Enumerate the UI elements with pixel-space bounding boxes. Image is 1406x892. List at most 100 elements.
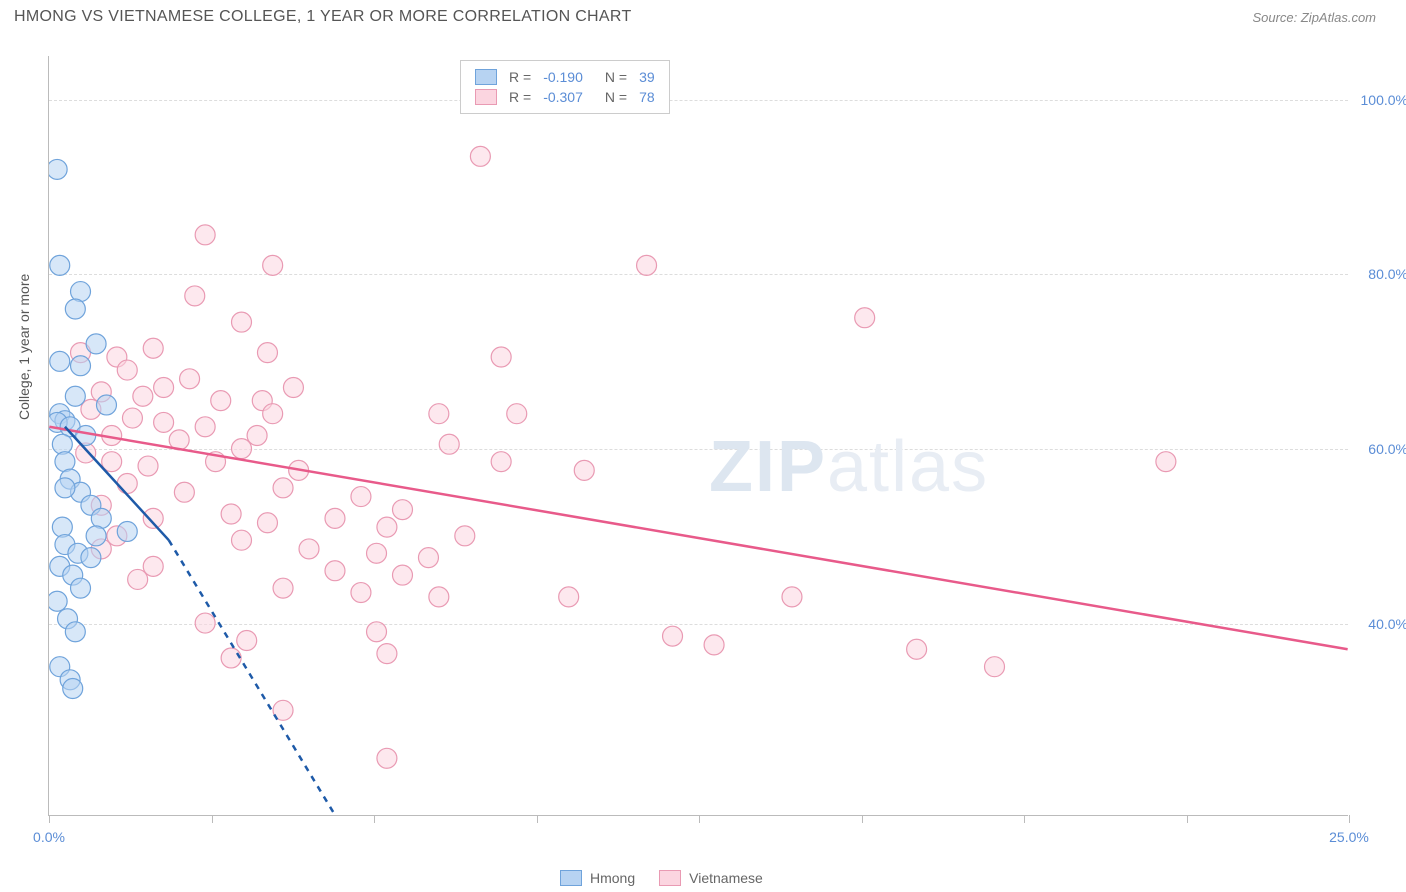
data-point bbox=[71, 578, 91, 598]
data-point bbox=[143, 338, 163, 358]
data-point bbox=[55, 452, 75, 472]
data-point bbox=[263, 404, 283, 424]
data-point bbox=[221, 648, 241, 668]
data-point bbox=[263, 255, 283, 275]
vietnamese-swatch bbox=[475, 89, 497, 105]
scatter-svg bbox=[49, 56, 1348, 815]
data-point bbox=[221, 504, 241, 524]
data-point bbox=[351, 583, 371, 603]
data-point bbox=[455, 526, 475, 546]
x-tick bbox=[212, 815, 213, 823]
data-point bbox=[86, 526, 106, 546]
y-tick-label: 60.0% bbox=[1368, 441, 1406, 457]
data-point bbox=[143, 508, 163, 528]
data-point bbox=[273, 478, 293, 498]
y-tick-label: 40.0% bbox=[1368, 616, 1406, 632]
series-legend: Hmong Vietnamese bbox=[560, 870, 763, 886]
hmong-swatch-bottom bbox=[560, 870, 582, 886]
data-point bbox=[128, 569, 148, 589]
hmong-label: Hmong bbox=[590, 870, 635, 886]
data-point bbox=[247, 426, 267, 446]
data-point bbox=[559, 587, 579, 607]
hmong-swatch bbox=[475, 69, 497, 85]
data-point bbox=[377, 644, 397, 664]
data-point bbox=[71, 282, 91, 302]
data-point bbox=[491, 452, 511, 472]
y-axis-title: College, 1 year or more bbox=[16, 274, 32, 420]
x-tick bbox=[537, 815, 538, 823]
data-point bbox=[117, 521, 137, 541]
data-point bbox=[96, 395, 116, 415]
data-point bbox=[52, 434, 72, 454]
data-point bbox=[185, 286, 205, 306]
data-point bbox=[985, 657, 1005, 677]
data-point bbox=[907, 639, 927, 659]
regression-line bbox=[169, 540, 335, 815]
data-point bbox=[195, 613, 215, 633]
data-point bbox=[86, 334, 106, 354]
data-point bbox=[325, 508, 345, 528]
data-point bbox=[299, 539, 319, 559]
data-point bbox=[211, 391, 231, 411]
data-point bbox=[91, 508, 111, 528]
data-point bbox=[154, 412, 174, 432]
correlation-legend: R = -0.190 N = 39 R = -0.307 N = 78 bbox=[460, 60, 670, 114]
data-point bbox=[52, 517, 72, 537]
data-point bbox=[351, 487, 371, 507]
data-point bbox=[232, 530, 252, 550]
data-point bbox=[257, 343, 277, 363]
data-point bbox=[377, 748, 397, 768]
data-point bbox=[49, 591, 67, 611]
data-point bbox=[257, 513, 277, 533]
data-point bbox=[367, 543, 387, 563]
vietnamese-swatch-bottom bbox=[659, 870, 681, 886]
data-point bbox=[637, 255, 657, 275]
data-point bbox=[367, 622, 387, 642]
data-point bbox=[855, 308, 875, 328]
x-tick bbox=[1187, 815, 1188, 823]
data-point bbox=[782, 587, 802, 607]
data-point bbox=[117, 360, 137, 380]
data-point bbox=[117, 473, 137, 493]
data-point bbox=[393, 500, 413, 520]
data-point bbox=[237, 631, 257, 651]
x-tick bbox=[49, 815, 50, 823]
data-point bbox=[429, 404, 449, 424]
y-tick-label: 100.0% bbox=[1361, 92, 1406, 108]
chart-plot-area: ZIPatlas 40.0%60.0%80.0%100.0%0.0%25.0% bbox=[48, 56, 1348, 816]
data-point bbox=[429, 587, 449, 607]
data-point bbox=[470, 146, 490, 166]
data-point bbox=[65, 386, 85, 406]
data-point bbox=[81, 548, 101, 568]
x-tick bbox=[1024, 815, 1025, 823]
data-point bbox=[65, 299, 85, 319]
data-point bbox=[507, 404, 527, 424]
data-point bbox=[393, 565, 413, 585]
data-point bbox=[50, 255, 70, 275]
data-point bbox=[195, 417, 215, 437]
data-point bbox=[122, 408, 142, 428]
x-tick bbox=[1349, 815, 1350, 823]
data-point bbox=[50, 351, 70, 371]
x-tick-label: 25.0% bbox=[1329, 829, 1369, 845]
data-point bbox=[180, 369, 200, 389]
data-point bbox=[273, 578, 293, 598]
data-point bbox=[232, 312, 252, 332]
y-tick-label: 80.0% bbox=[1368, 266, 1406, 282]
data-point bbox=[65, 622, 85, 642]
x-tick bbox=[374, 815, 375, 823]
data-point bbox=[71, 356, 91, 376]
data-point bbox=[138, 456, 158, 476]
data-point bbox=[574, 460, 594, 480]
chart-title: HMONG VS VIETNAMESE COLLEGE, 1 YEAR OR M… bbox=[14, 8, 632, 26]
data-point bbox=[283, 378, 303, 398]
data-point bbox=[663, 626, 683, 646]
data-point bbox=[704, 635, 724, 655]
x-tick bbox=[862, 815, 863, 823]
data-point bbox=[154, 378, 174, 398]
data-point bbox=[325, 561, 345, 581]
vietnamese-label: Vietnamese bbox=[689, 870, 763, 886]
source-credit: Source: ZipAtlas.com bbox=[1252, 10, 1376, 25]
data-point bbox=[55, 478, 75, 498]
data-point bbox=[133, 386, 153, 406]
